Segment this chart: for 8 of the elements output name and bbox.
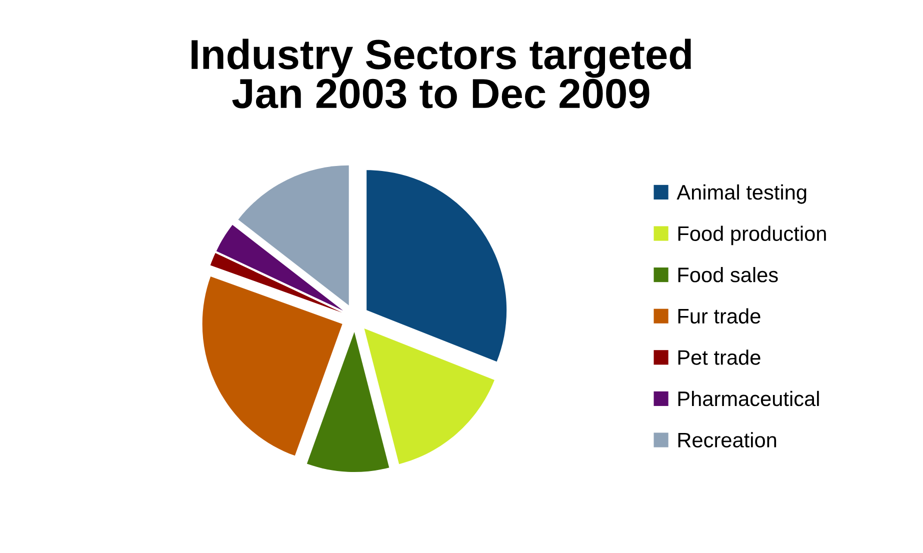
legend-label: Pharmaceutical bbox=[678, 390, 819, 406]
legend-label: Animal testing bbox=[676, 184, 806, 204]
legend-label: Food sales bbox=[678, 266, 778, 282]
legend-label: Fur trade bbox=[678, 308, 760, 324]
legend-label: Recreation bbox=[678, 432, 776, 448]
legend-label: Food production bbox=[678, 226, 826, 246]
legend-label: Pet trade bbox=[678, 350, 760, 365]
chart-title: Industry Sectors targeted Jan 2003 to Dec 2009 bbox=[192, 38, 691, 108]
